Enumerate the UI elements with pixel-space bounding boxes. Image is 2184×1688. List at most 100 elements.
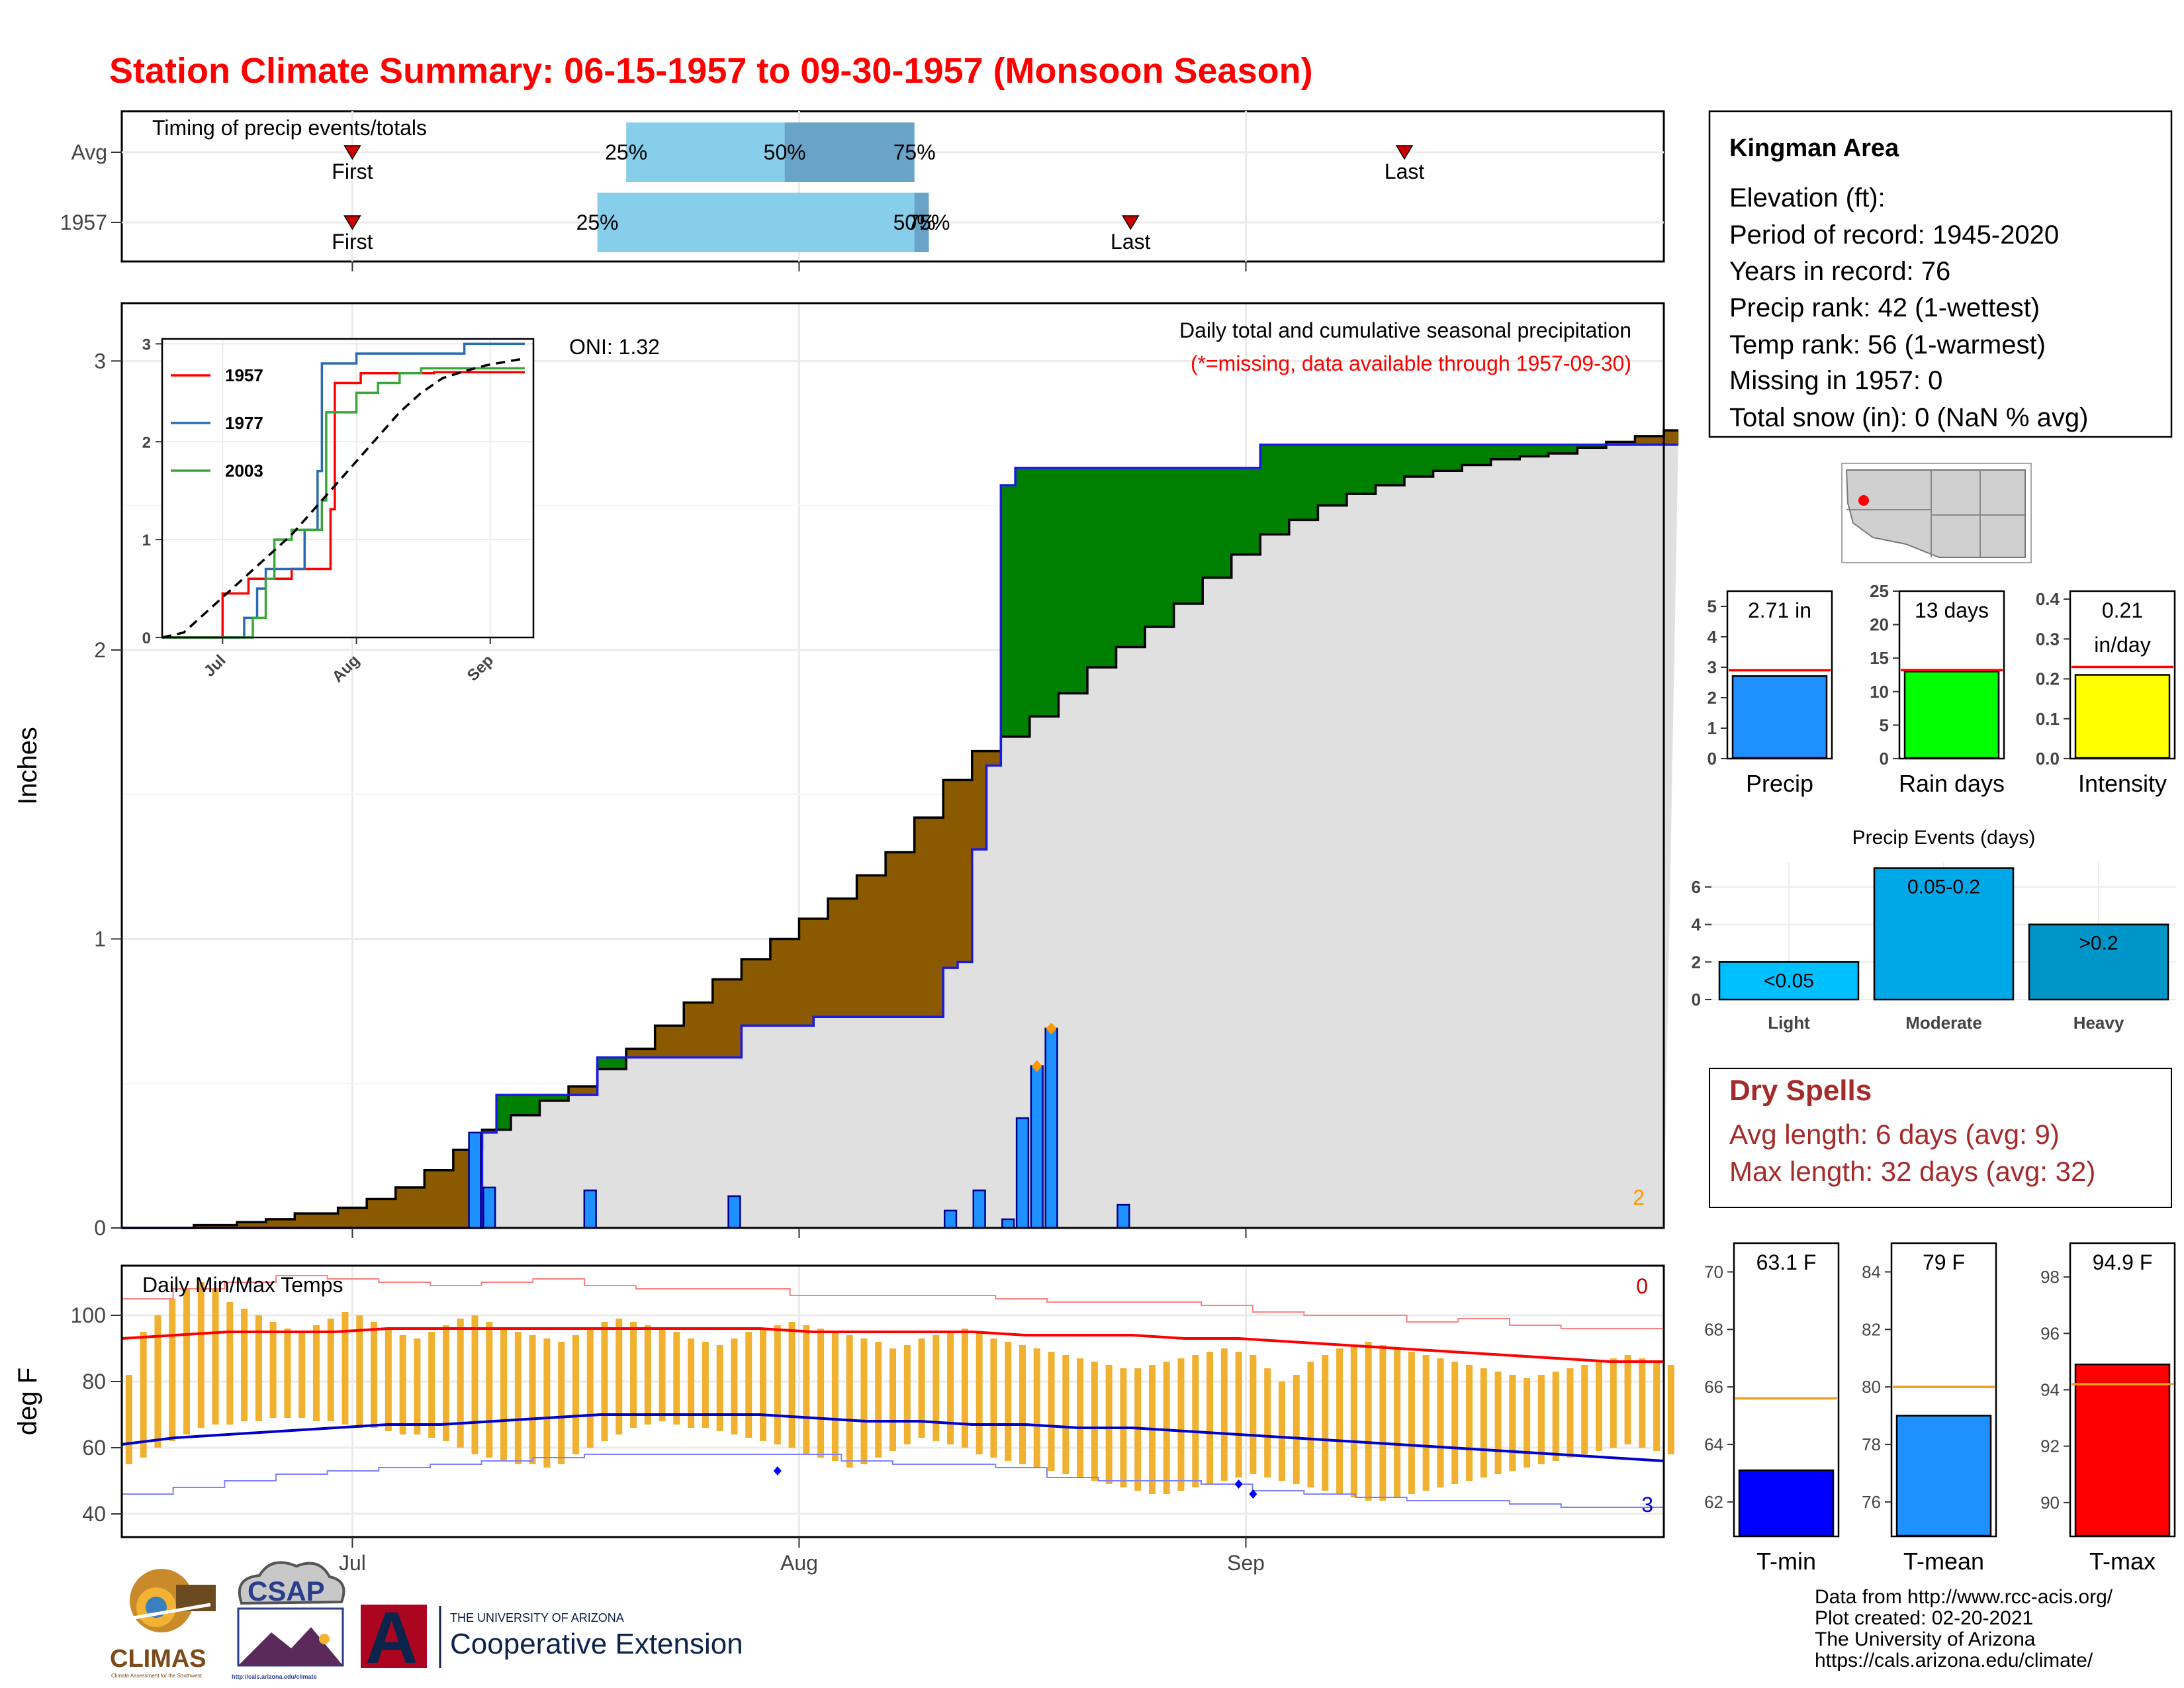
above-average-area: [1462, 444, 1477, 465]
dry-spells-max: Max length: 32 days (avg: 32): [1729, 1156, 2095, 1187]
above-average-area: [1130, 467, 1146, 647]
below-average-area: [886, 852, 901, 1017]
ua-cooperative-extension-logo: A THE UNIVERSITY OF ARIZONA Cooperative …: [361, 1597, 743, 1679]
summary-y-tick-label: 15: [1870, 648, 1889, 668]
record-marker: [1031, 1060, 1042, 1072]
events-category-label: Light: [1768, 1013, 1810, 1033]
below-average-area: [352, 1207, 367, 1228]
inset-legend-label: 1977: [225, 413, 263, 433]
summary-y-tick-label: 4: [1707, 627, 1717, 647]
timing-last-label: Last: [1385, 160, 1425, 183]
summary-value-label: 63.1 F: [1756, 1250, 1817, 1274]
below-average-area: [914, 818, 929, 1017]
summary-y-tick-label: 82: [1862, 1319, 1881, 1339]
temps-x-tick-label: Sep: [1227, 1551, 1265, 1575]
summary-y-tick-label: 0.0: [2036, 749, 2060, 769]
summary-y-tick-label: 0.4: [2036, 589, 2060, 609]
below-average-area: [309, 1213, 324, 1228]
above-average-area: [1346, 444, 1362, 494]
below-average-area: [828, 898, 843, 1017]
temps-y-tick-label: 80: [82, 1370, 106, 1393]
tmin-record-line: [122, 1454, 1664, 1508]
main-y-tick-label: 0: [94, 1216, 106, 1240]
below-average-area: [367, 1199, 382, 1228]
summary-y-tick-label: 96: [2040, 1323, 2060, 1343]
below-average-area: [943, 780, 958, 968]
inset-frame: [161, 338, 535, 639]
summary-value-label: 2.71 in: [1748, 598, 1811, 622]
below-average-area: [856, 875, 872, 1017]
events-bar-moderate: [1873, 867, 2015, 1001]
below-average-area: [295, 1213, 310, 1228]
below-average-area: [453, 1150, 469, 1228]
below-average-area: [929, 818, 944, 1017]
above-average-area: [1548, 444, 1564, 454]
temps-y-axis-label: deg F: [13, 1368, 42, 1435]
above-average-area: [1029, 467, 1045, 717]
above-average-area: [1001, 485, 1016, 737]
summary-y-tick-label: 90: [2040, 1493, 2060, 1513]
below-average-area: [569, 1086, 584, 1096]
above-average-area: [1044, 467, 1059, 717]
summary-y-tick-label: 76: [1862, 1492, 1881, 1512]
timing-p75-label: 75%: [907, 211, 950, 234]
temps-x-tick-label: Jul: [339, 1551, 366, 1575]
summary-y-tick-label: 80: [1862, 1377, 1881, 1397]
summary-value-label: 13 days: [1915, 598, 1989, 622]
below-average-area: [323, 1213, 339, 1228]
inset-y-tick-label: 2: [142, 434, 151, 451]
below-average-area: [813, 918, 829, 1017]
main-plot-frame: [120, 302, 1665, 1229]
summary-bar-rain-days: [1903, 671, 2000, 759]
page-title: Station Climate Summary: 06-15-1957 to 0…: [109, 51, 1313, 91]
below-average-area: [395, 1187, 411, 1228]
events-title: Precip Events (days): [1852, 827, 2036, 849]
daily-precip-bar: [1044, 1027, 1058, 1229]
below-average-area: [741, 959, 756, 1026]
above-average-area: [1404, 444, 1420, 477]
summary-y-tick-label: 98: [2040, 1267, 2060, 1287]
record-low-marker: [1249, 1489, 1257, 1499]
summary-y-tick-label: 78: [1862, 1434, 1881, 1454]
above-average-area: [1173, 467, 1189, 604]
summary-y-tick-label: 5: [1880, 715, 1889, 735]
above-average-area: [1246, 467, 1261, 555]
oni-label: ONI: 1.32: [569, 335, 660, 359]
below-average-area: [1664, 430, 1679, 445]
below-average-area: [1606, 442, 1621, 445]
cumulative-base-area: [122, 444, 1678, 1228]
temperature-summary-bars: 63.1 F 62 64 66 68 70 T-min 79 F 76 78 80 82 84 T-mea…: [1704, 1242, 2176, 1575]
summary-y-tick-label: 2: [1707, 688, 1717, 708]
above-average-area: [1577, 444, 1592, 448]
main-y-axis-label: Inches: [13, 727, 42, 805]
below-average-area: [1620, 442, 1635, 445]
below-average-area: [842, 898, 858, 1017]
above-average-area: [1231, 467, 1247, 555]
below-average-area: [727, 979, 742, 1058]
station-line-snow: Total snow (in): 0 (NaN % avg): [1729, 403, 2088, 432]
daily-precip-bar: [482, 1186, 496, 1229]
record-low-marker: [773, 1466, 782, 1476]
below-average-area: [899, 852, 915, 1017]
timing-p25-label: 25%: [605, 140, 647, 164]
below-average-area: [410, 1187, 425, 1228]
below-average-area: [439, 1170, 454, 1228]
summary-y-tick-label: 25: [1870, 581, 1889, 601]
main-y-tick-label: 2: [94, 638, 106, 662]
timing-last-marker: [1395, 145, 1414, 160]
below-average-area: [684, 1002, 699, 1058]
events-bar-heavy: [2028, 923, 2169, 1001]
below-average-area: [1649, 436, 1664, 445]
summary-y-tick-label: 0: [1707, 749, 1717, 769]
inset-legend-label: 2003: [225, 461, 263, 481]
inset-background: [162, 339, 533, 637]
summary-y-tick-label: 5: [1707, 596, 1717, 616]
above-average-area: [1289, 444, 1304, 520]
tmin-average-line: [121, 1413, 1664, 1462]
below-average-area: [770, 939, 786, 1026]
below-average-area: [957, 780, 973, 962]
above-average-area: [1418, 444, 1434, 477]
below-average-area: [698, 1002, 713, 1058]
above-average-area: [1390, 444, 1405, 486]
